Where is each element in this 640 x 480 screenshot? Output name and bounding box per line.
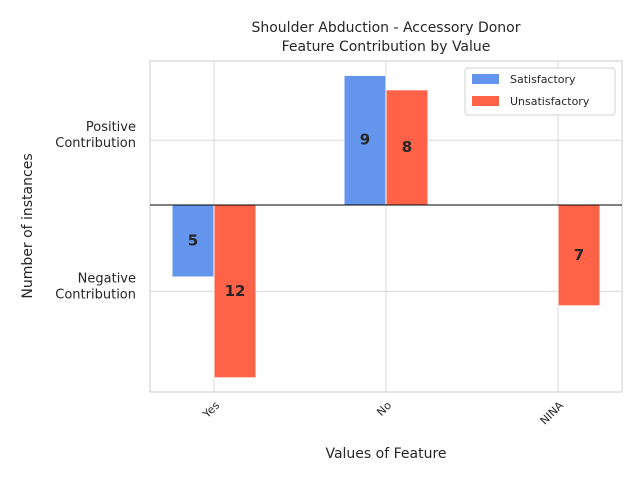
x-tick-label-no: No: [374, 399, 394, 419]
bar-satisfactory-yes: [171, 204, 215, 278]
data-label-unsatisfactory-yes: 12: [225, 282, 246, 300]
y-tick-label-1: Negative Contribution: [55, 271, 136, 302]
chart-title-line-1: Shoulder Abduction - Accessory Donor: [251, 20, 520, 36]
y-tick-labels: Positive Contribution Negative Contribution: [55, 120, 136, 302]
bar-satisfactory-no: [343, 74, 387, 206]
legend-label-satisfactory: Satisfactory: [510, 73, 576, 86]
x-tick-labels: Yes No NINA: [200, 399, 567, 428]
legend-label-unsatisfactory: Unsatisfactory: [510, 95, 590, 108]
legend-swatch-unsatisfactory: [472, 96, 499, 106]
legend: Satisfactory Unsatisfactory: [464, 67, 616, 116]
data-label-satisfactory-yes: 5: [188, 232, 198, 250]
chart-title-line-2: Feature Contribution by Value: [282, 39, 491, 55]
data-label-satisfactory-no: 9: [360, 131, 370, 149]
y-tick-label-0: Positive Contribution: [55, 120, 136, 151]
y-axis-label: Number of instances: [20, 153, 36, 298]
data-labels: 5 12 9 8 7: [188, 131, 584, 300]
legend-box: [464, 67, 616, 116]
x-axis-label: Values of Feature: [325, 446, 446, 462]
bars: [171, 74, 601, 379]
x-tick-label-yes: Yes: [200, 399, 223, 422]
data-label-unsatisfactory-no: 8: [402, 138, 412, 156]
legend-swatch-satisfactory: [472, 74, 499, 84]
data-label-unsatisfactory-nina: 7: [574, 246, 584, 264]
bar-unsatisfactory-no: [385, 89, 429, 206]
x-tick-label-nina: NINA: [538, 399, 567, 428]
